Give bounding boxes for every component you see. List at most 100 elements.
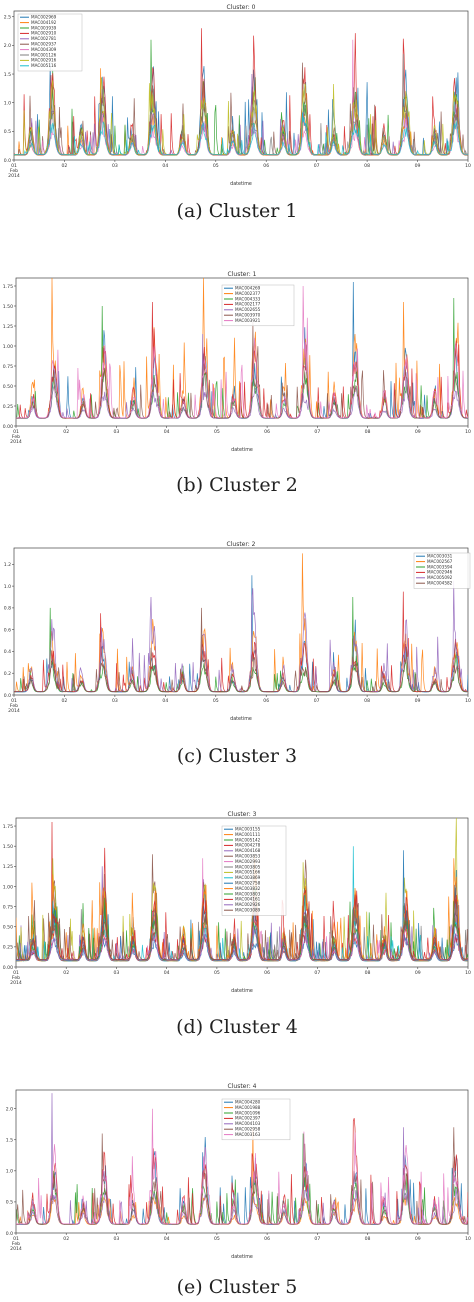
- x-tick-label: 03: [114, 429, 120, 435]
- x-tick-label: 07: [314, 698, 320, 704]
- x-tick-label: 04: [162, 163, 168, 169]
- legend: MAC003155MAC001111MAC005142MAC004278MAC0…: [221, 825, 287, 916]
- series-group: [16, 818, 468, 962]
- y-tick-label: 1.0: [4, 100, 11, 106]
- y-tick-label: 1.00: [3, 344, 13, 350]
- legend-label: MAC004192: [31, 20, 57, 25]
- legend-label: MAC005166: [235, 870, 261, 875]
- x-tick-label: 04: [164, 970, 170, 976]
- legend-label: MAC002655: [235, 307, 261, 312]
- chart-svg-2: Cluster: 2 0.0 0.2 0.4 0.6 0.8 1.0 1.2 01Feb2014…: [4, 541, 471, 722]
- x-tick-label: 02: [62, 698, 68, 704]
- chart-title: Cluster: 1: [228, 271, 257, 278]
- y-tick-label: 0.0: [4, 693, 11, 699]
- chart-title: Cluster: 0: [227, 4, 256, 11]
- chart-panel-2: Cluster: 2 0.0 0.2 0.4 0.6 0.8 1.0 1.2 01 Feb 2014…: [0, 538, 474, 774]
- x-tick-label: 08: [365, 1236, 371, 1242]
- x-tick-label: 09: [415, 429, 421, 435]
- x-tick-label: 10: [465, 1236, 471, 1242]
- legend-box: [221, 825, 287, 916]
- legend-label: MAC004103: [235, 1121, 261, 1126]
- y-tick-label: 0.6: [4, 627, 11, 633]
- y-tick-label: 0.50: [3, 384, 13, 390]
- legend-label: MAC003031: [427, 554, 453, 559]
- x-tick-label: 07: [314, 1236, 320, 1242]
- legend: MAC004269MAC002377MAC004333MAC002177MAC0…: [221, 284, 295, 327]
- legend-box: [413, 552, 471, 589]
- legend: MAC002969MAC004192MAC003939MAC002910MAC0…: [17, 13, 83, 72]
- legend-label: MAC003805: [235, 864, 261, 869]
- x-axis-label: datetime: [230, 181, 252, 187]
- x-tick-label: 07: [314, 163, 320, 169]
- x-tick-label: 2014: [10, 980, 22, 986]
- y-tick-label: 1.25: [3, 324, 13, 330]
- x-tick-label: 02: [63, 970, 69, 976]
- y-tick-label: 2.0: [4, 43, 11, 49]
- x-tick-label: 06: [264, 429, 270, 435]
- x-tick-label: 10: [465, 429, 471, 435]
- legend-label: MAC002397: [235, 1116, 261, 1121]
- x-tick-label: 06: [263, 698, 269, 704]
- x-tick-label: 08: [364, 163, 370, 169]
- x-tick-label: 02: [63, 1236, 69, 1242]
- series-group: [14, 28, 468, 156]
- legend-label: MAC003163: [235, 1132, 261, 1137]
- y-tick-label: 1.2: [4, 562, 11, 568]
- x-tick-label: 01: [13, 1236, 19, 1242]
- legend-label: MAC003832: [235, 886, 261, 891]
- x-tick-label: 10: [465, 970, 471, 976]
- y-tick-label: 0.0: [4, 158, 11, 164]
- y-tick-label: 1.50: [3, 304, 13, 310]
- legend: MAC003031MAC002567MAC003594MAC002946MAC0…: [413, 552, 471, 589]
- x-tick-label: 08: [365, 429, 371, 435]
- y-tick-label: 0.00: [3, 424, 13, 430]
- chart-title: Cluster: 4: [228, 1083, 257, 1090]
- x-tick-label: 05: [214, 970, 220, 976]
- legend-label: MAC002910: [31, 31, 57, 36]
- x-tick-label: 03: [112, 698, 118, 704]
- chart-caption-1: (b) Cluster 2: [176, 474, 298, 496]
- x-tick-label: Feb: [12, 975, 20, 981]
- legend-label: MAC004269: [235, 286, 261, 291]
- y-tick-label: 0.00: [3, 965, 13, 971]
- y-tick-label: 0.5: [4, 129, 11, 135]
- y-tick-label: 0.0: [6, 1231, 13, 1237]
- legend: MAC004280MAC001988MAC001096MAC002397MAC0…: [221, 1098, 291, 1141]
- x-tick-label: 01: [13, 429, 19, 435]
- x-tick-label: 05: [214, 1236, 220, 1242]
- series-group: [16, 1093, 468, 1225]
- chart-title: Cluster: 2: [227, 541, 256, 548]
- x-tick-label: 07: [314, 429, 320, 435]
- legend-label: MAC002916: [31, 58, 57, 63]
- legend-label: MAC003089: [235, 908, 261, 913]
- chart-caption-3: (d) Cluster 4: [176, 1016, 298, 1038]
- y-tick-label: 0.5: [6, 1200, 13, 1206]
- chart-title: Cluster: 3: [228, 811, 257, 818]
- chart-svg-3: Cluster: 3 0.00 0.25 0.50 0.75 1.00 1.25 1.50 1.…: [3, 811, 471, 994]
- x-tick-label: 05: [213, 163, 219, 169]
- legend-box: [221, 1098, 291, 1141]
- legend-label: MAC002377: [235, 291, 261, 296]
- legend-label: MAC002958: [235, 1127, 261, 1132]
- y-tick-label: 0.4: [4, 649, 11, 655]
- y-tick-label: 2.5: [4, 15, 11, 21]
- legend-label: MAC003853: [235, 854, 261, 859]
- x-tick-label: 2014: [8, 708, 20, 714]
- legend-label: MAC003803: [235, 891, 261, 896]
- legend-label: MAC002567: [427, 559, 453, 564]
- x-tick-label: 03: [112, 163, 118, 169]
- x-tick-label: 01: [13, 970, 19, 976]
- x-tick-label: 07: [314, 970, 320, 976]
- x-tick-label: 09: [415, 1236, 421, 1242]
- chart-panel-0: Cluster: 0 0.0 0.5 1.0 1.5 2.0 2.5 01 Feb 2014 02 0…: [0, 0, 474, 232]
- legend-label: MAC004278: [235, 843, 261, 848]
- x-tick-label: 04: [164, 1236, 170, 1242]
- y-tick-label: 0.50: [3, 925, 13, 931]
- x-tick-label: 10: [465, 698, 471, 704]
- chart-caption-4: (e) Cluster 5: [176, 1276, 298, 1298]
- x-tick-label: 05: [213, 698, 219, 704]
- x-tick-label: 04: [164, 429, 170, 435]
- x-axis-label: datetime: [231, 1254, 253, 1260]
- y-tick-label: 1.5: [4, 72, 11, 78]
- x-tick-label: 2014: [10, 439, 22, 445]
